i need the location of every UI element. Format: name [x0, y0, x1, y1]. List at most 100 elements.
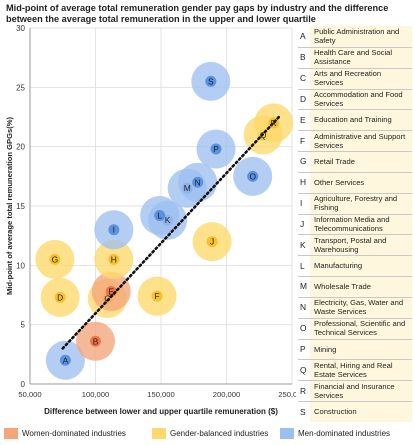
key-row: G Retail Trade	[298, 151, 412, 172]
key-letter: P	[300, 344, 306, 354]
y-tick-label: 0	[21, 380, 26, 389]
key-letter: N	[300, 302, 307, 313]
legend-label: Gender-balanced industries	[170, 429, 269, 438]
bubble-core-b	[90, 335, 101, 347]
key-industry-name: Arts and Recreation Services	[314, 69, 382, 88]
key-separator	[298, 151, 412, 153]
key-separator	[298, 296, 412, 298]
key-letter: O	[300, 323, 307, 334]
chart-legend: Women-dominated industries Gender-balance…	[4, 428, 410, 442]
key-letter: H	[300, 177, 307, 188]
bubble-core-o	[247, 170, 259, 182]
key-row: M Wholesale Trade	[298, 276, 412, 297]
key-letter: E	[300, 114, 306, 125]
bubble-label-p: P	[213, 144, 219, 154]
key-row: S Construction	[298, 401, 412, 422]
bubble-label-b: B	[93, 336, 99, 346]
scatter-plot: A B C D E F G H I J KL MN O P QR S 0 5 10 15 20 25 30 50,000 10…	[5, 24, 296, 416]
key-letter: B	[300, 52, 306, 63]
key-separator	[298, 171, 412, 173]
key-row: R Financial and Insurance Services	[298, 380, 412, 401]
key-row: L Manufacturing	[298, 255, 412, 276]
bubble-label-o: O	[249, 171, 256, 181]
key-letter: J	[300, 218, 305, 229]
key-separator	[298, 338, 412, 340]
x-tick-label: 250,000	[278, 390, 296, 399]
bubbles-layer	[35, 61, 294, 380]
x-tick-label: 200,000	[213, 390, 240, 399]
bubble-core-n	[192, 176, 204, 188]
key-row: K Transport, Postal and Warehousing	[298, 234, 412, 255]
key-row: O Professional, Scientific and Technical …	[298, 318, 412, 339]
key-row: E Education and Training	[298, 109, 412, 130]
key-separator	[298, 213, 412, 215]
industry-key-background	[310, 26, 412, 422]
bubble-core-g	[49, 253, 61, 265]
key-industry-name: Education and Training	[314, 115, 392, 125]
key-industry-name: Professional, Scientific and Technical S…	[314, 319, 406, 338]
bubble-label-a: A	[63, 355, 69, 365]
bubble-core-d	[54, 291, 66, 303]
key-row: C Arts and Recreation Services	[298, 68, 412, 89]
bubble-core-h	[108, 253, 120, 265]
key-industry-name: Accommodation and Food Services	[314, 89, 403, 108]
key-industry-name: Public Administration and Safety	[314, 27, 400, 46]
key-letter: S	[300, 406, 306, 417]
y-tick-label: 5	[21, 321, 26, 330]
trendline-layer	[61, 115, 281, 350]
key-row: A Public Administration and Safety	[298, 26, 412, 47]
key-industry-name: Manufacturing	[314, 261, 363, 271]
x-tick-label: 100,000	[82, 390, 109, 399]
key-separator	[298, 317, 412, 319]
key-letter: M	[300, 281, 307, 292]
key-industry-name: Rental, Hiring and Real Estate Services	[314, 360, 393, 379]
legend-item-men: Men-dominated industries	[280, 428, 390, 439]
bubble-label-n: N	[195, 177, 201, 187]
bubble-label-h: H	[111, 254, 117, 264]
key-separator	[298, 255, 412, 257]
key-letter: C	[300, 73, 307, 84]
key-separator	[298, 130, 412, 132]
key-letter: F	[300, 135, 306, 146]
legend-label: Men-dominated industries	[298, 429, 391, 438]
key-separator	[298, 192, 412, 194]
key-letter: G	[300, 156, 307, 167]
key-separator	[298, 401, 412, 403]
key-industry-name: Retail Trade	[314, 156, 355, 166]
bubble-label-k: K	[165, 215, 171, 225]
key-row: N Electricity, Gas, Water and Waste Servi…	[298, 297, 412, 318]
key-separator	[298, 46, 412, 48]
key-row: F Administrative and Support Services	[298, 130, 412, 151]
y-tick-label: 15	[16, 202, 25, 211]
key-separator	[298, 276, 412, 278]
key-industry-name: Wholesale Trade	[314, 281, 371, 291]
key-separator	[298, 380, 412, 382]
trendline	[61, 115, 281, 350]
key-row: P Mining	[298, 339, 412, 360]
x-tick-label: 150,000	[147, 390, 174, 399]
bubble-label-q: Q	[260, 130, 267, 140]
chart-title: Mid-point of average total remuneration …	[6, 3, 389, 24]
y-axis-title: Mid-point of average total remuneration …	[5, 117, 14, 296]
key-row: J Information Media and Telecommunication…	[298, 214, 412, 235]
key-letter: R	[300, 385, 307, 396]
key-letter: K	[300, 239, 306, 250]
key-letter: D	[300, 93, 307, 104]
bubble-label-i: I	[113, 225, 115, 235]
key-separator	[298, 109, 412, 111]
x-axis-title: Difference between lower and upper quart…	[44, 407, 278, 416]
key-industry-name: Financial and Insurance Services	[314, 381, 395, 400]
bubble-core-f	[151, 290, 163, 302]
bubble-label-d: D	[57, 292, 63, 302]
key-row: B Health Care and Social Assistance	[298, 47, 412, 68]
y-tick-label: 30	[16, 24, 25, 33]
x-tick-label: 50,000	[18, 390, 41, 399]
y-tick-label: 20	[16, 143, 25, 152]
key-industry-name: Electricity, Gas, Water and Waste Servic…	[314, 298, 404, 317]
key-separator	[298, 67, 412, 69]
legend-swatch	[152, 428, 166, 439]
key-letter: I	[300, 198, 303, 209]
key-industry-name: Other Services	[314, 177, 365, 187]
legend-swatch	[4, 428, 18, 439]
key-industry-name: Mining	[314, 344, 337, 354]
